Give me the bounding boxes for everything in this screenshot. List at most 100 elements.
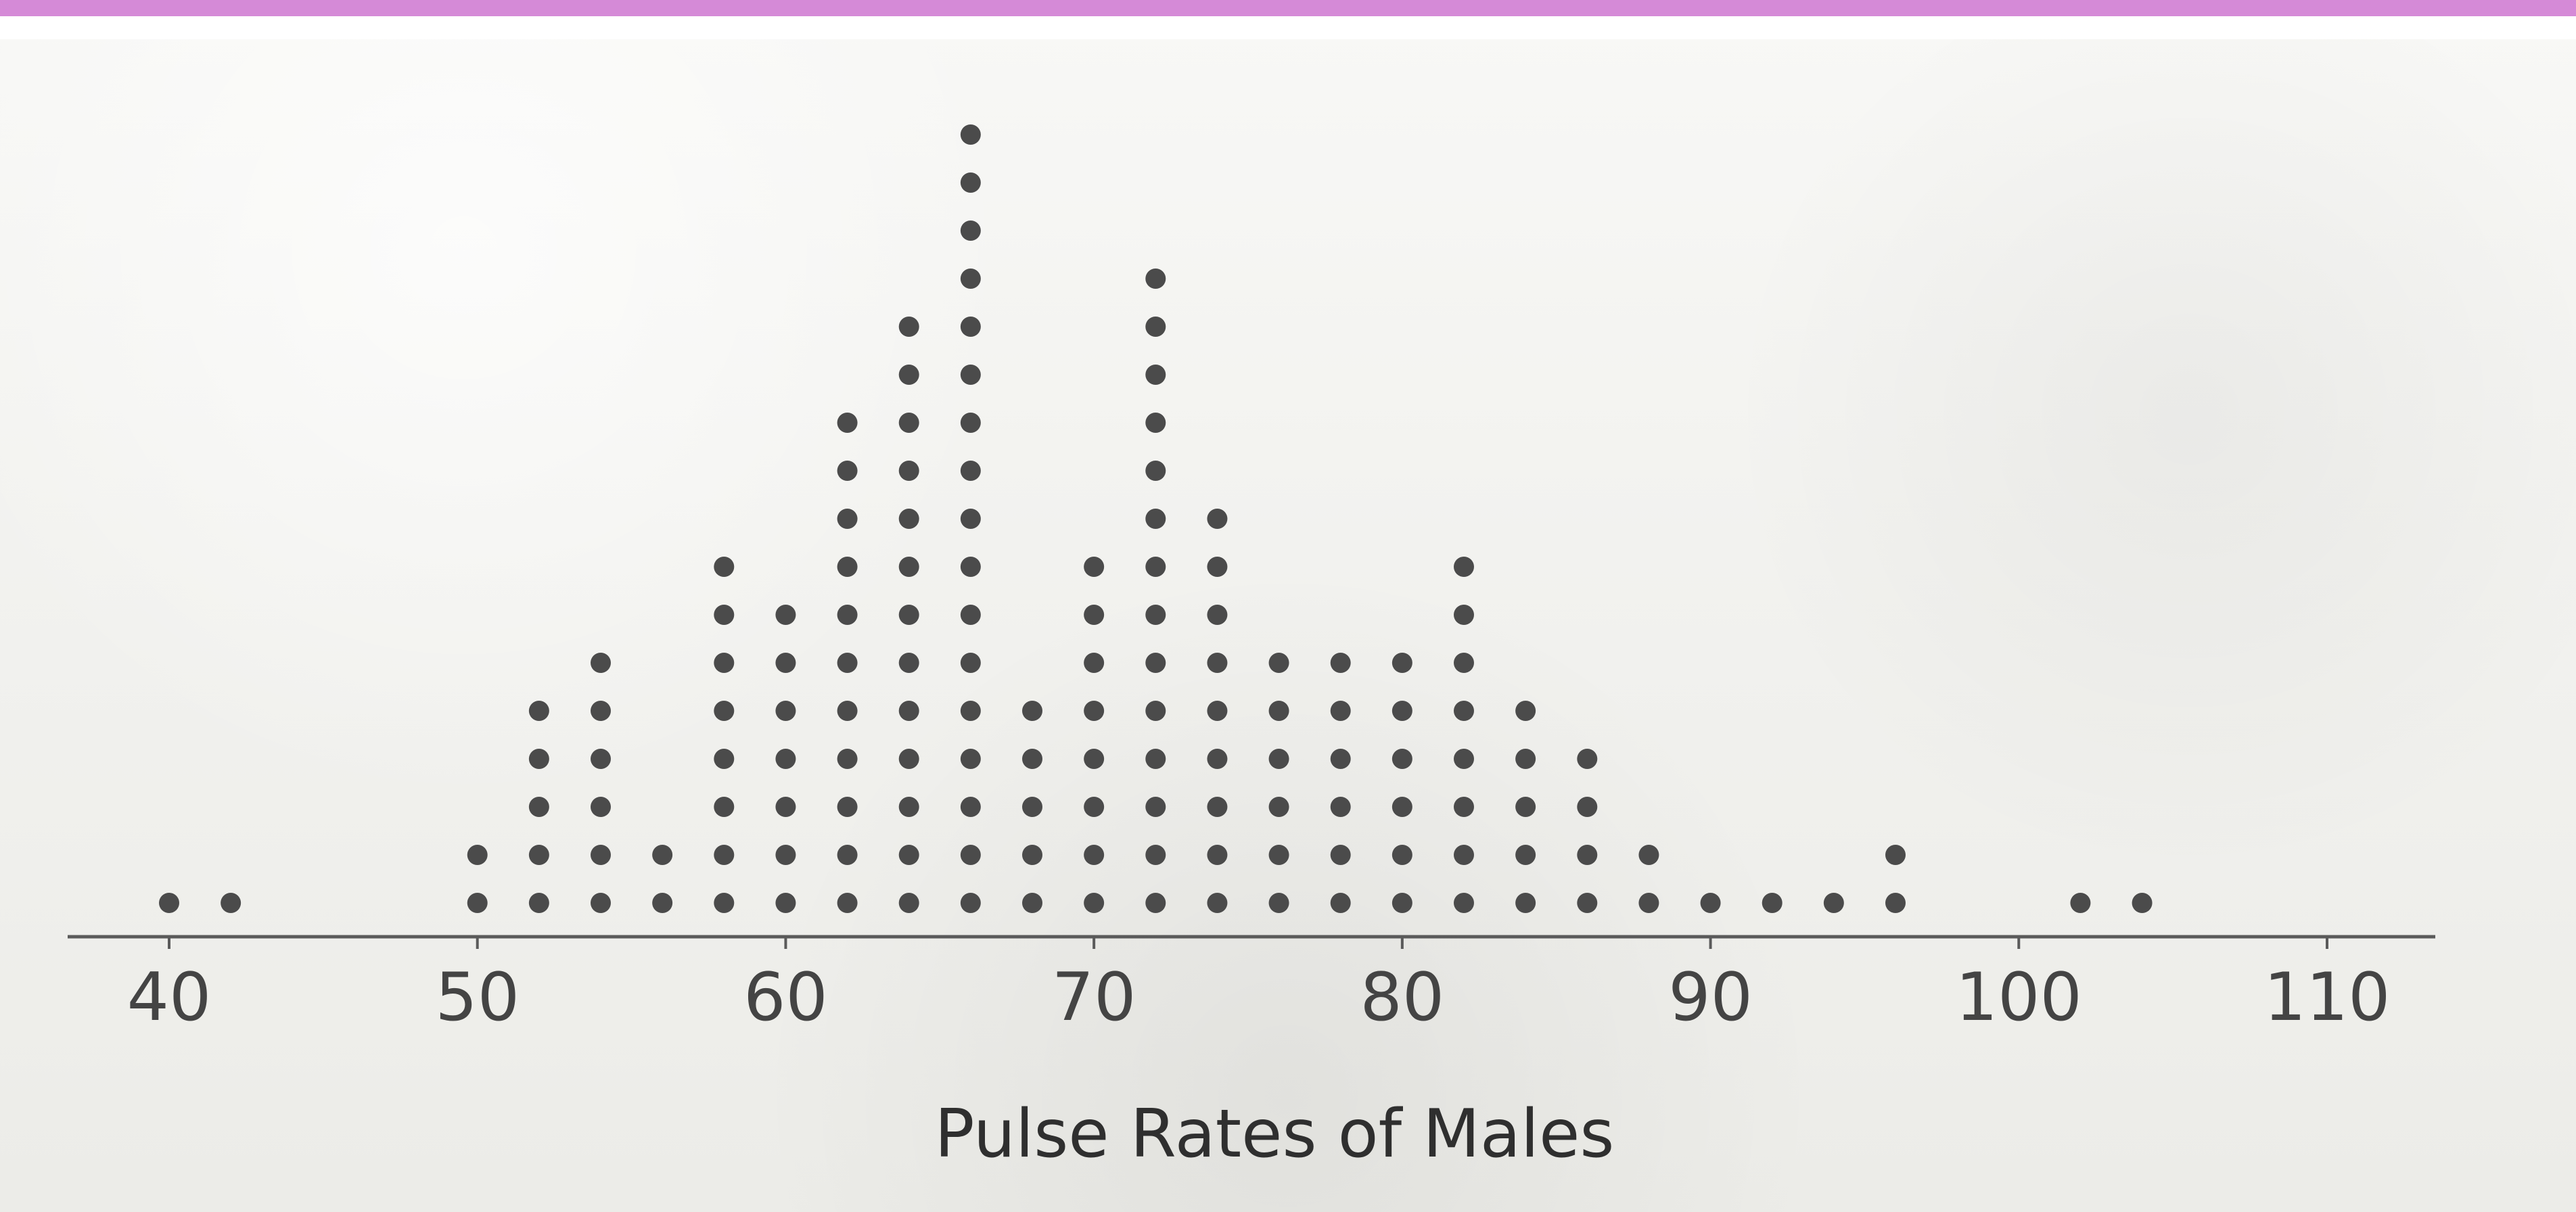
data-point xyxy=(1084,893,1105,913)
data-point xyxy=(467,893,488,913)
data-point xyxy=(1268,797,1289,817)
data-point xyxy=(775,749,796,769)
data-point xyxy=(714,797,735,817)
data-point xyxy=(775,845,796,865)
data-point xyxy=(1454,797,1474,817)
data-point xyxy=(1454,653,1474,673)
x-axis-ticks: 40 50 60 70 80 90 100 110 xyxy=(127,935,2391,1036)
paper-background xyxy=(0,39,2576,1212)
data-point xyxy=(1515,749,1536,769)
data-point xyxy=(1885,893,1906,913)
data-point xyxy=(960,845,981,865)
data-point xyxy=(1145,461,1166,481)
data-point xyxy=(1454,605,1474,625)
data-point xyxy=(898,893,919,913)
data-point xyxy=(960,749,981,769)
data-point xyxy=(1700,893,1721,913)
data-point xyxy=(1022,893,1042,913)
data-point xyxy=(714,557,735,577)
data-point xyxy=(837,653,858,673)
data-point xyxy=(837,701,858,721)
data-point xyxy=(960,269,981,289)
data-point xyxy=(1084,653,1105,673)
data-point xyxy=(1515,893,1536,913)
data-point xyxy=(1823,893,1844,913)
data-point xyxy=(898,557,919,577)
data-point xyxy=(898,509,919,529)
data-point xyxy=(1022,845,1042,865)
data-point xyxy=(652,893,673,913)
x-axis-tick-label: 70 xyxy=(1052,959,1136,1036)
data-point xyxy=(1577,797,1598,817)
top-white-gap xyxy=(0,16,2576,39)
data-point xyxy=(528,797,549,817)
data-point xyxy=(960,605,981,625)
data-point xyxy=(591,749,611,769)
data-point xyxy=(775,605,796,625)
x-axis-tick-label: 110 xyxy=(2263,959,2390,1036)
data-point xyxy=(1145,701,1166,721)
data-point xyxy=(960,797,981,817)
dot-series xyxy=(159,124,2153,913)
data-point xyxy=(1392,797,1412,817)
data-point xyxy=(837,557,858,577)
data-point xyxy=(775,653,796,673)
data-point xyxy=(1084,557,1105,577)
data-point xyxy=(1145,365,1166,385)
data-point xyxy=(591,701,611,721)
x-axis-title: Pulse Rates of Males xyxy=(935,1096,1615,1173)
x-axis-tick-label: 50 xyxy=(435,959,520,1036)
data-point xyxy=(1577,845,1598,865)
data-point xyxy=(1022,797,1042,817)
data-point xyxy=(1330,749,1351,769)
data-point xyxy=(1885,845,1906,865)
data-point xyxy=(1454,749,1474,769)
data-point xyxy=(1330,797,1351,817)
data-point xyxy=(1022,701,1042,721)
data-point xyxy=(960,365,981,385)
data-point xyxy=(1207,557,1228,577)
data-point xyxy=(1207,509,1228,529)
data-point xyxy=(1022,749,1042,769)
data-point xyxy=(1268,845,1289,865)
data-point xyxy=(775,893,796,913)
data-point xyxy=(1207,701,1228,721)
data-point xyxy=(898,605,919,625)
data-point xyxy=(1145,509,1166,529)
x-axis-tick-label: 80 xyxy=(1360,959,1445,1036)
data-point xyxy=(898,365,919,385)
data-point xyxy=(1145,317,1166,337)
data-point xyxy=(1145,893,1166,913)
data-point xyxy=(1207,605,1228,625)
data-point xyxy=(1454,845,1474,865)
data-point xyxy=(837,461,858,481)
data-point xyxy=(714,845,735,865)
data-point xyxy=(1392,893,1412,913)
data-point xyxy=(1268,701,1289,721)
data-point xyxy=(837,605,858,625)
data-point xyxy=(591,653,611,673)
data-point xyxy=(591,845,611,865)
data-point xyxy=(1392,845,1412,865)
data-point xyxy=(1330,893,1351,913)
data-point xyxy=(898,317,919,337)
data-point xyxy=(714,893,735,913)
data-point xyxy=(528,893,549,913)
data-point xyxy=(1515,701,1536,721)
data-point xyxy=(837,893,858,913)
data-point xyxy=(1268,749,1289,769)
data-point xyxy=(1084,701,1105,721)
data-point xyxy=(591,797,611,817)
data-point xyxy=(1515,845,1536,865)
data-point xyxy=(1392,749,1412,769)
data-point xyxy=(1145,845,1166,865)
data-point xyxy=(960,172,981,193)
data-point xyxy=(960,701,981,721)
data-point xyxy=(898,845,919,865)
data-point xyxy=(1207,845,1228,865)
data-point xyxy=(960,413,981,433)
data-point xyxy=(960,893,981,913)
data-point xyxy=(1330,845,1351,865)
data-point xyxy=(714,653,735,673)
